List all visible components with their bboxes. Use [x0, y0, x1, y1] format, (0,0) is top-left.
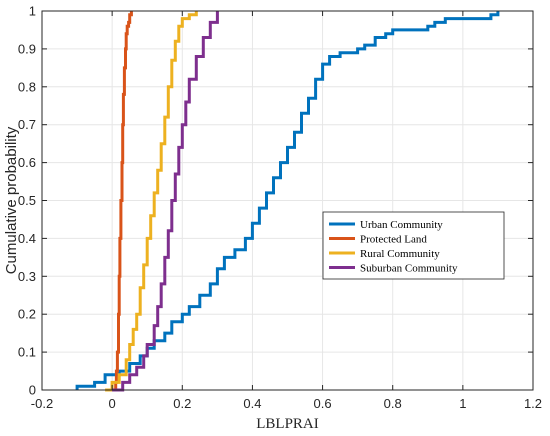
tick-labels: -0.2 0 0.2 0.4 0.6 0.8 1 1.200.10.20.30.40.50.6… [18, 4, 542, 412]
series-line-3 [112, 11, 219, 392]
x-tick-label: 0 [109, 396, 116, 411]
series-lines [75, 11, 500, 392]
x-tick-label: 1 [459, 396, 466, 411]
y-tick-label: 0.9 [18, 41, 36, 56]
y-tick-label: 0 [29, 383, 36, 398]
series-line-1 [112, 11, 133, 392]
y-tick-label: 0.6 [18, 155, 36, 170]
legend: Urban Community Protected Land Rural Commu… [322, 211, 505, 280]
series-line-0 [75, 11, 500, 390]
y-tick-label: 0.7 [18, 117, 36, 132]
y-axis-label: Cumulative probability [3, 126, 20, 274]
x-tick-label: 0.8 [384, 396, 402, 411]
y-tick-label: 1 [29, 4, 36, 19]
x-axis-label: LBLPRAI [256, 416, 319, 432]
x-tick-label: 0.2 [173, 396, 191, 411]
y-tick-label: 0.5 [18, 193, 36, 208]
series-line-2 [105, 11, 198, 392]
grid [41, 10, 534, 391]
legend-label: Urban Community [360, 219, 443, 231]
x-tick-label: 1.2 [524, 396, 542, 411]
y-tick-label: 0.2 [18, 307, 36, 322]
legend-label: Suburban Community [360, 263, 458, 275]
x-tick-label: 0.4 [243, 396, 261, 411]
x-tick-label: 0.6 [314, 396, 332, 411]
y-tick-label: 0.8 [18, 79, 36, 94]
y-tick-label: 0.1 [18, 345, 36, 360]
y-tick-label: 0.3 [18, 269, 36, 284]
legend-label: Rural Community [360, 248, 440, 260]
x-tick-label: -0.2 [31, 396, 53, 411]
legend-label: Protected Land [360, 234, 427, 246]
y-tick-label: 0.4 [18, 231, 36, 246]
